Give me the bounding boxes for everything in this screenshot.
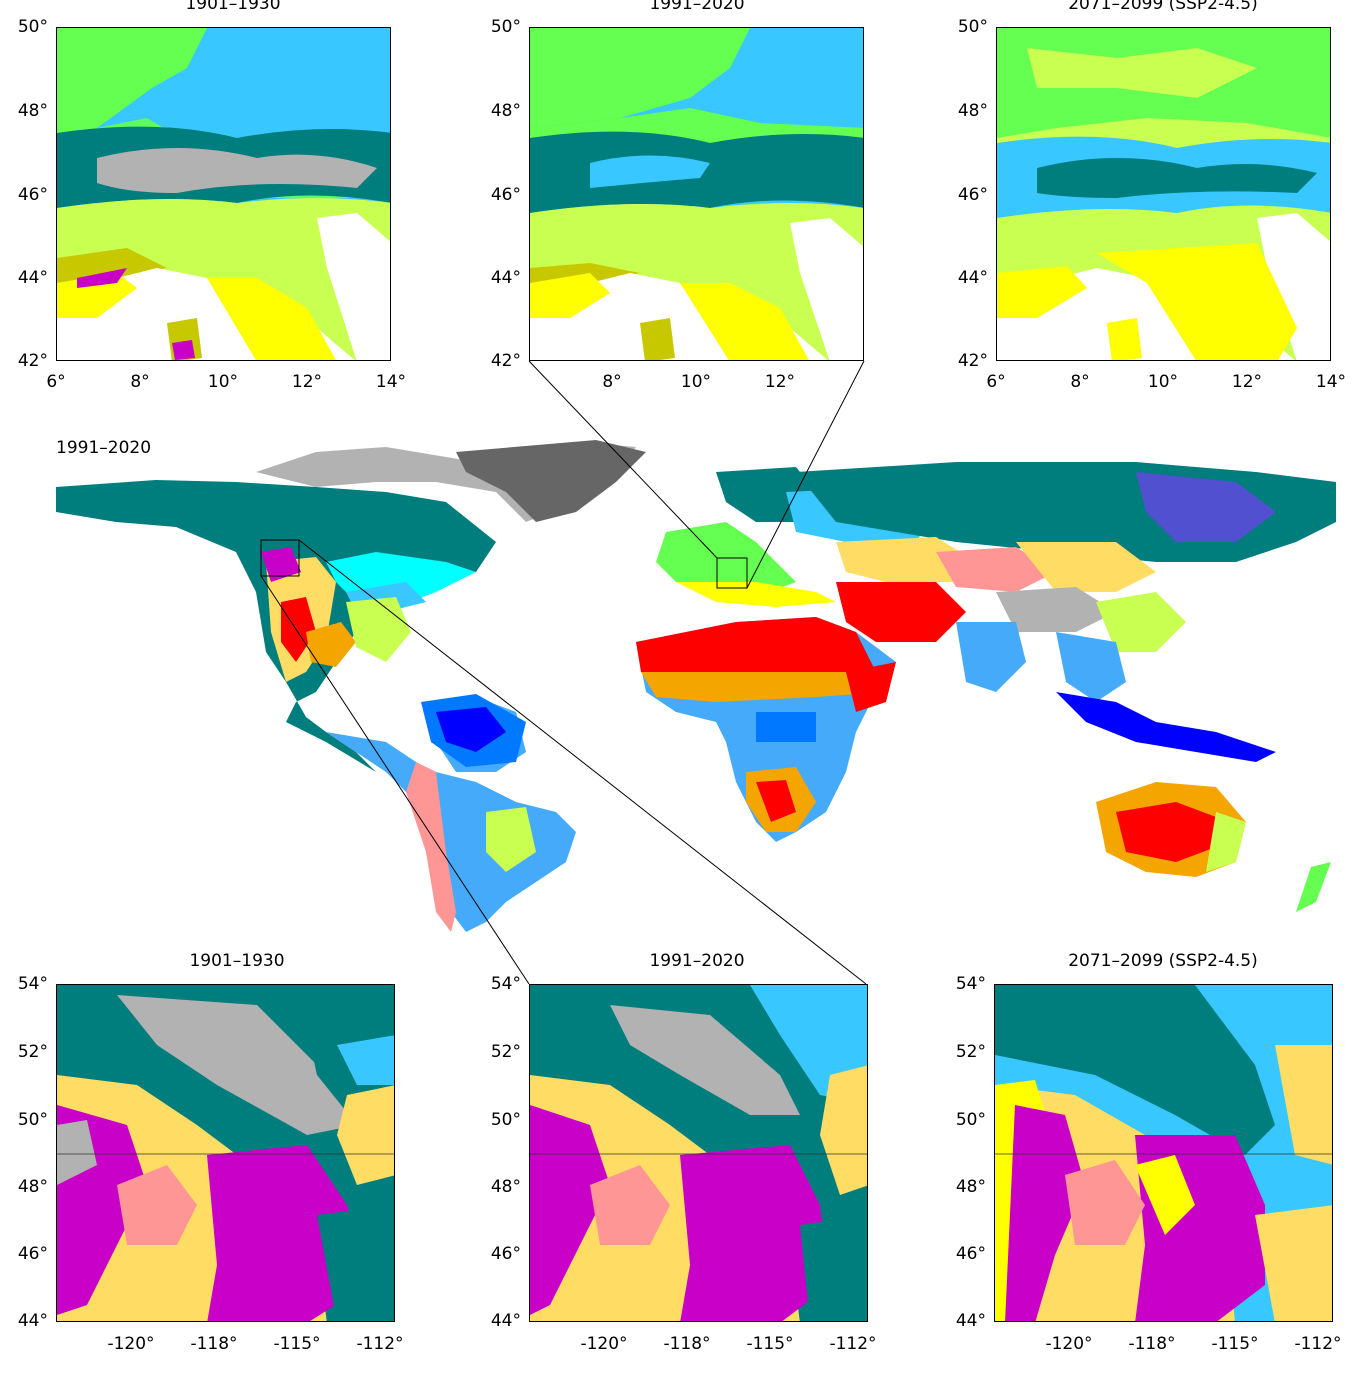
america-panel-3-title: 2071–2099 (SSP2-4.5) (1068, 951, 1258, 971)
america-map-panel-2071-2099 (994, 984, 1333, 1322)
europe-map-panel-1991-2020 (529, 27, 864, 361)
europe-1-ytick: 46° (17, 185, 48, 205)
europe-1-xtick: 12° (291, 372, 323, 392)
america-2-ytick: 48° (490, 1177, 521, 1197)
america-2-ytick: 50° (490, 1110, 521, 1130)
america-2-xtick: -112° (829, 1334, 877, 1354)
world-map-title: 1991–2020 (56, 438, 152, 458)
europe-panel-3-title: 2071–2099 (SSP2-4.5) (1068, 0, 1258, 14)
europe-1-xtick: 6° (46, 372, 66, 392)
america-1-xtick: -118° (190, 1334, 238, 1354)
europe-3-ytick: 48° (957, 101, 988, 121)
america-2-ytick: 52° (490, 1042, 521, 1062)
europe-1-ytick: 48° (17, 101, 48, 121)
america-3-ytick: 50° (955, 1110, 986, 1130)
europe-2-xtick: 10° (680, 372, 712, 392)
europe-map-panel-1901-1930 (56, 27, 391, 361)
europe-2-xtick: 8° (602, 372, 622, 392)
europe-3-xtick: 8° (1070, 372, 1090, 392)
america-2-xtick: -115° (746, 1334, 794, 1354)
america-map-panel-1901-1930 (56, 984, 395, 1322)
america-3-ytick: 52° (955, 1042, 986, 1062)
america-3-ytick: 44° (955, 1311, 986, 1331)
america-1-xtick: -120° (107, 1334, 155, 1354)
america-1-xtick: -112° (356, 1334, 404, 1354)
europe-map-2071-2099 (997, 28, 1330, 360)
america-1-ytick: 48° (17, 1177, 48, 1197)
europe-1-xtick: 14° (375, 372, 407, 392)
europe-map-panel-2071-2099 (996, 27, 1331, 361)
america-map-2071-2099 (995, 985, 1332, 1321)
america-3-xtick: -112° (1294, 1334, 1342, 1354)
europe-1-xtick: 10° (207, 372, 239, 392)
world-map (56, 440, 1336, 932)
america-3-xtick: -120° (1045, 1334, 1093, 1354)
europe-panel-1-title: 1901–1930 (185, 0, 281, 14)
america-3-ytick: 48° (955, 1177, 986, 1197)
europe-3-ytick: 42° (957, 351, 988, 371)
america-panel-1-title: 1901–1930 (189, 951, 285, 971)
europe-2-ytick: 42° (490, 351, 521, 371)
europe-3-ytick: 46° (957, 185, 988, 205)
europe-1-ytick: 42° (17, 351, 48, 371)
america-1-xtick: -115° (273, 1334, 321, 1354)
europe-3-ytick: 44° (957, 268, 988, 288)
europe-1-ytick: 50° (17, 17, 48, 37)
europe-2-ytick: 44° (490, 268, 521, 288)
america-2-ytick: 44° (490, 1311, 521, 1331)
europe-panel-2-title: 1991–2020 (649, 0, 745, 14)
europe-3-xtick: 6° (986, 372, 1006, 392)
america-2-xtick: -120° (580, 1334, 628, 1354)
europe-2-ytick: 50° (490, 17, 521, 37)
europe-1-ytick: 44° (17, 268, 48, 288)
europe-3-xtick: 14° (1315, 372, 1347, 392)
america-map-1991-2020 (530, 985, 867, 1321)
america-2-xtick: -118° (663, 1334, 711, 1354)
america-map-panel-1991-2020 (529, 984, 868, 1322)
america-3-xtick: -115° (1211, 1334, 1259, 1354)
america-2-ytick: 46° (490, 1244, 521, 1264)
america-1-ytick: 50° (17, 1110, 48, 1130)
europe-2-ytick: 46° (490, 185, 521, 205)
europe-3-xtick: 10° (1147, 372, 1179, 392)
europe-2-ytick: 48° (490, 101, 521, 121)
europe-3-ytick: 50° (957, 17, 988, 37)
europe-3-xtick: 12° (1231, 372, 1263, 392)
america-1-ytick: 52° (17, 1042, 48, 1062)
europe-map-1901-1930 (57, 28, 390, 360)
europe-2-xtick: 12° (764, 372, 796, 392)
america-3-ytick: 54° (955, 974, 986, 994)
america-3-ytick: 46° (955, 1244, 986, 1264)
america-panel-2-title: 1991–2020 (649, 951, 745, 971)
europe-map-1991-2020 (530, 28, 863, 360)
america-1-ytick: 46° (17, 1244, 48, 1264)
europe-1-xtick: 8° (130, 372, 150, 392)
america-2-ytick: 54° (490, 974, 521, 994)
america-3-xtick: -118° (1128, 1334, 1176, 1354)
america-1-ytick: 44° (17, 1311, 48, 1331)
america-map-1901-1930 (57, 985, 394, 1321)
america-1-ytick: 54° (17, 974, 48, 994)
